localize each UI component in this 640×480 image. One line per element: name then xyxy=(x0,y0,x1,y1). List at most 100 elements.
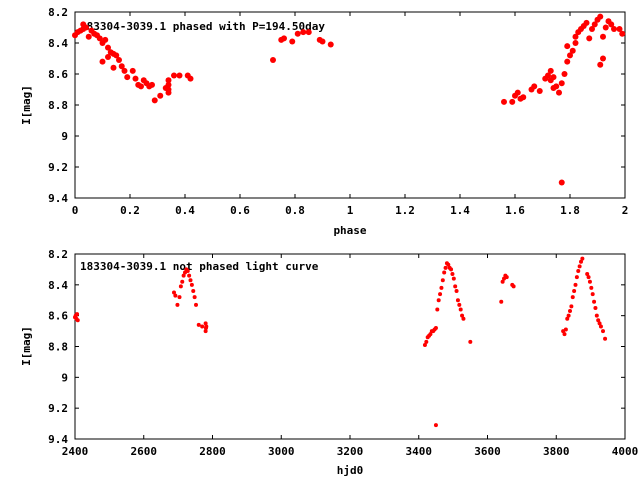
data-point xyxy=(436,298,441,303)
data-points xyxy=(73,256,608,428)
data-point xyxy=(589,26,595,33)
data-point xyxy=(576,268,581,273)
data-point xyxy=(558,80,565,87)
data-point xyxy=(556,89,562,96)
data-point xyxy=(499,299,504,304)
x-tick-label: 1.8 xyxy=(560,204,580,217)
data-point xyxy=(531,83,538,90)
data-point xyxy=(611,26,617,33)
data-point xyxy=(85,33,92,40)
data-point xyxy=(457,302,462,307)
data-point xyxy=(80,21,87,28)
data-point xyxy=(579,259,583,264)
data-point xyxy=(501,98,507,105)
unphased-light-curve-panel: 183304-3039.1 not phased light curve hjd… xyxy=(20,248,638,477)
data-point xyxy=(433,326,438,330)
data-point xyxy=(574,275,579,280)
x-axis-title: hjd0 xyxy=(337,464,364,477)
data-point xyxy=(601,329,605,334)
y-tick-label: 9.4 xyxy=(48,433,68,446)
phased-light-curve-panel: 183304-3039.1 phased with P=194.50day ph… xyxy=(20,6,628,237)
y-tick-label: 9.2 xyxy=(48,402,68,415)
data-point xyxy=(96,35,103,42)
data-point xyxy=(281,35,287,42)
data-point xyxy=(603,336,608,341)
data-point xyxy=(187,75,194,82)
data-point xyxy=(428,332,433,337)
data-point xyxy=(573,282,578,287)
data-point xyxy=(435,307,440,312)
data-point xyxy=(458,307,463,312)
data-point xyxy=(577,264,582,269)
data-point xyxy=(422,342,427,347)
data-point xyxy=(451,276,456,281)
data-point xyxy=(189,282,194,287)
data-point xyxy=(433,423,438,428)
data-point xyxy=(572,40,579,46)
x-tick-label: 0.6 xyxy=(230,204,250,217)
x-tick-label: 1.4 xyxy=(450,204,470,217)
data-point xyxy=(105,44,111,51)
x-tick-label: 3200 xyxy=(337,445,364,458)
data-point xyxy=(305,29,312,36)
y-tick-label: 8.8 xyxy=(48,99,68,112)
y-axis-title: I[mag] xyxy=(20,326,33,366)
data-point xyxy=(129,67,136,74)
y-tick-label: 9.2 xyxy=(48,161,68,174)
data-point xyxy=(449,267,454,272)
x-axis-ticks: 2400 2600 2800 3000 3200 3400 3600 3800 4000 xyxy=(62,254,638,458)
data-point xyxy=(194,302,198,307)
data-point xyxy=(550,74,557,81)
data-point xyxy=(593,305,598,310)
data-point xyxy=(589,285,594,290)
data-point xyxy=(157,92,164,99)
data-point xyxy=(587,279,592,284)
y-tick-label: 9 xyxy=(61,371,68,384)
data-point xyxy=(196,322,201,327)
data-point xyxy=(138,83,144,90)
data-point xyxy=(509,98,516,105)
data-point xyxy=(443,265,448,270)
data-point xyxy=(616,26,623,33)
data-point xyxy=(591,21,598,28)
x-axis-ticks: 0 0.2 0.4 0.6 0.8 1 1.2 1.4 1.6 1.8 2 xyxy=(72,12,628,217)
data-point xyxy=(180,279,185,284)
data-point xyxy=(564,58,571,65)
data-points xyxy=(72,13,626,186)
data-point xyxy=(468,339,473,344)
data-point xyxy=(566,313,571,318)
data-point xyxy=(105,53,111,60)
data-point xyxy=(424,339,429,344)
data-point xyxy=(177,295,182,300)
data-point xyxy=(460,313,465,318)
data-point xyxy=(586,35,593,42)
data-point xyxy=(188,278,193,283)
data-point xyxy=(619,30,626,37)
data-point xyxy=(178,284,183,289)
data-point xyxy=(597,13,604,20)
data-point xyxy=(99,58,106,65)
data-point xyxy=(203,329,208,334)
data-point xyxy=(562,332,567,337)
data-point xyxy=(602,24,609,31)
data-point xyxy=(121,67,128,74)
plot-frame xyxy=(74,253,626,440)
data-point xyxy=(75,312,80,317)
data-point xyxy=(455,298,460,303)
y-tick-label: 8.4 xyxy=(48,279,68,292)
data-point xyxy=(572,289,577,293)
data-point xyxy=(327,41,334,48)
data-point xyxy=(461,316,466,321)
data-point xyxy=(173,293,178,298)
x-tick-label: 2600 xyxy=(131,445,158,458)
data-point xyxy=(200,324,205,329)
x-tick-label: 1 xyxy=(347,204,354,217)
x-tick-label: 0.4 xyxy=(175,204,195,217)
y-tick-label: 8.6 xyxy=(48,310,68,323)
data-point xyxy=(171,72,177,79)
plot-frame xyxy=(74,11,626,199)
x-tick-label: 3800 xyxy=(543,445,570,458)
data-point xyxy=(597,321,602,326)
data-point xyxy=(453,284,458,289)
data-point xyxy=(439,285,444,290)
